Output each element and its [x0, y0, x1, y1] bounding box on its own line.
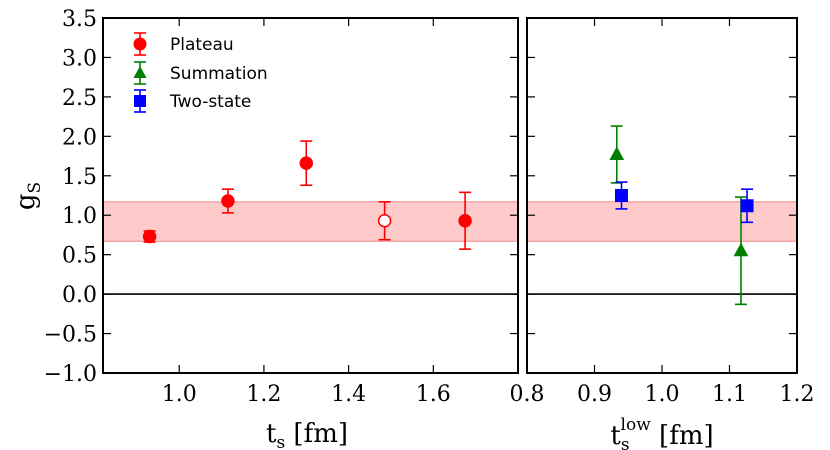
y-tick-label: 0.0 — [62, 283, 97, 308]
legend: Plateau Summation Two-state — [133, 32, 268, 113]
right-panel: 0.8 0.9 1.0 1.1 1.2 — [510, 17, 815, 407]
y-tick-label: 2.0 — [62, 125, 97, 150]
band — [102, 201, 519, 242]
legend-marker — [134, 95, 146, 107]
legend-label: Plateau — [170, 35, 234, 55]
series-plateau — [142, 140, 472, 250]
x-axis-title-left: ts [fm] — [266, 419, 348, 450]
legend-marker — [133, 37, 147, 51]
x-tick-label: 1.1 — [712, 382, 747, 407]
data-point — [740, 199, 754, 213]
y-tick-label: 1.5 — [62, 165, 97, 190]
legend-entry-plateau: Plateau — [133, 32, 234, 56]
legend-marker — [133, 66, 147, 78]
y-tick-label: 2.5 — [62, 86, 97, 111]
plot-frame — [102, 17, 519, 374]
x-tick-label: 1.2 — [246, 382, 281, 407]
series-summation — [609, 125, 749, 306]
y-tick-label: −0.5 — [44, 323, 97, 348]
y-tick-label: −1.0 — [44, 362, 97, 387]
legend-label: Summation — [170, 64, 268, 84]
data-point — [377, 213, 392, 228]
y-tick-label: 3.5 — [62, 7, 97, 32]
x-tick-label: 0.8 — [510, 382, 545, 407]
data-point — [142, 229, 157, 244]
data-point — [458, 213, 472, 228]
y-tick-label: 1.0 — [62, 204, 97, 229]
x-tick-label: 1.4 — [331, 382, 366, 407]
x-axis-title-right: tslow [fm] — [610, 415, 713, 450]
axis-titles: ts [fm] tslow [fm] gS — [11, 182, 714, 450]
legend-entry-two-state: Two-state — [134, 89, 251, 113]
legend-label: Two-state — [169, 92, 251, 112]
x-tick-label: 1.2 — [780, 382, 815, 407]
plot-frame — [526, 17, 798, 374]
x-tick-label: 0.9 — [577, 382, 612, 407]
y-tick-label: 3.0 — [62, 46, 97, 71]
band — [526, 201, 798, 242]
y-tick-label: 0.5 — [62, 244, 97, 269]
data-point — [609, 146, 625, 160]
x-tick-label: 1.0 — [645, 382, 680, 407]
y-axis-title: gS — [11, 182, 45, 210]
data-point — [221, 194, 235, 208]
x-tick-label: 1.6 — [416, 382, 451, 407]
data-point — [733, 242, 749, 257]
data-point — [299, 156, 314, 170]
data-point — [615, 189, 628, 202]
series-two-state — [615, 181, 754, 224]
legend-entry-summation: Summation — [133, 61, 268, 85]
x-tick-label: 1.0 — [162, 382, 197, 407]
left-panel: 1.0 1.2 1.4 1.6 −1.0 −0.5 0.0 0.5 1.0 1.5 2.0 2.5 3.… — [44, 7, 519, 407]
